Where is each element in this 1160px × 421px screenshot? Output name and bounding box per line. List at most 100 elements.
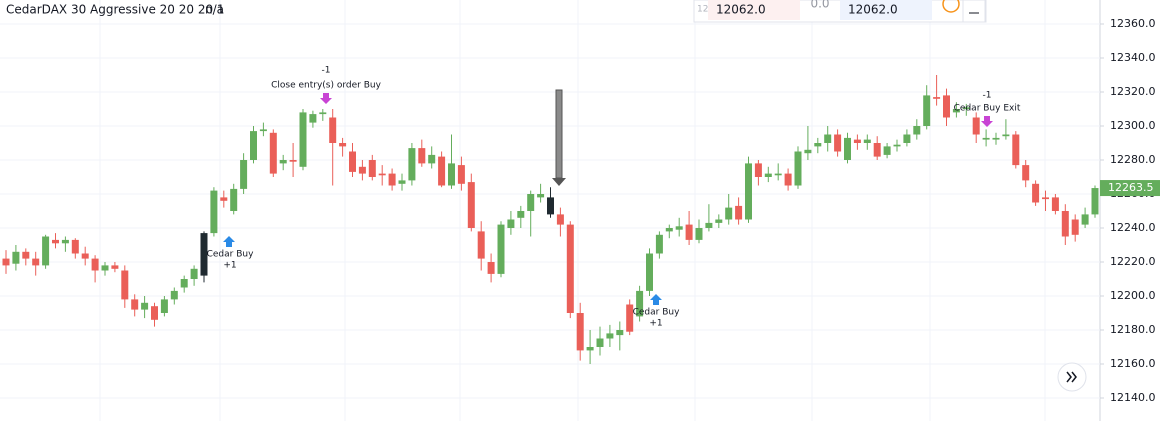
candle-body bbox=[240, 160, 248, 189]
candle-body bbox=[32, 258, 40, 266]
candle-body bbox=[903, 134, 911, 143]
candle-body bbox=[923, 95, 931, 126]
candle-body bbox=[952, 109, 960, 113]
candle-body bbox=[754, 163, 762, 177]
candle-body bbox=[487, 262, 495, 274]
candle-body bbox=[556, 214, 564, 225]
last-price-box bbox=[1100, 180, 1160, 197]
candle-body bbox=[438, 156, 446, 186]
y-tick-label: 12180.0 bbox=[1110, 323, 1156, 336]
chart-title: CedarDAX 30 Aggressive 20 20 20 1 bbox=[6, 3, 225, 17]
chart-subtitle: n/a bbox=[205, 3, 224, 17]
candle-body bbox=[665, 228, 673, 232]
candle-body bbox=[230, 188, 238, 211]
last-price-label: 12263.5 bbox=[1108, 181, 1154, 194]
candle-body bbox=[1061, 211, 1069, 237]
candle-body bbox=[933, 97, 941, 99]
candle-body bbox=[725, 207, 733, 220]
candle-body bbox=[339, 143, 347, 147]
candle-body bbox=[349, 151, 356, 172]
candle-body bbox=[764, 173, 772, 177]
buy-price[interactable]: 12062.0 bbox=[848, 3, 898, 17]
candle-body bbox=[1012, 134, 1020, 166]
candle-body bbox=[101, 265, 109, 271]
candle-body bbox=[705, 222, 713, 228]
candle-body bbox=[61, 239, 69, 244]
y-tick-label: 12280.0 bbox=[1110, 153, 1156, 166]
candle-body bbox=[735, 205, 743, 220]
candle-body bbox=[2, 258, 10, 266]
candle-body bbox=[91, 258, 99, 271]
y-tick-label: 12300.0 bbox=[1110, 119, 1156, 132]
candle-body bbox=[81, 253, 89, 259]
candle-body bbox=[448, 163, 455, 186]
candle-body bbox=[1002, 134, 1010, 137]
candle-body bbox=[151, 306, 158, 320]
candle-body bbox=[477, 231, 485, 259]
candle-body bbox=[982, 137, 990, 140]
candle-body bbox=[299, 112, 307, 167]
annotation-text: Cedar Buy bbox=[633, 308, 680, 318]
vertical-grid bbox=[99, 0, 1046, 421]
candle-body bbox=[685, 224, 693, 240]
candle-body bbox=[210, 190, 218, 234]
candle-body bbox=[715, 219, 723, 223]
scroll-icon bbox=[1066, 371, 1077, 383]
candle-body bbox=[784, 173, 792, 186]
candle-body bbox=[319, 112, 327, 115]
plot bbox=[0, 23, 1100, 399]
candle-body bbox=[962, 107, 970, 109]
candle-body bbox=[160, 299, 168, 313]
candle-body bbox=[586, 347, 594, 351]
candle-body bbox=[537, 194, 545, 198]
candle-body bbox=[1091, 188, 1099, 215]
candle-body bbox=[883, 146, 891, 155]
candle-body bbox=[279, 160, 287, 164]
candle-body bbox=[626, 304, 634, 332]
scroll-button[interactable] bbox=[1057, 362, 1087, 392]
order-panel: 12 12062.0 0.0 12062.0 bbox=[693, 0, 987, 23]
candle-body bbox=[170, 290, 178, 300]
candle-body bbox=[1042, 197, 1049, 200]
sell-box bbox=[708, 0, 800, 20]
candle-body bbox=[844, 137, 851, 160]
y-tick-label: 12240.0 bbox=[1110, 221, 1156, 234]
candle-body bbox=[972, 117, 980, 135]
candle-body bbox=[655, 234, 663, 254]
info-icon[interactable] bbox=[942, 0, 960, 13]
annotation-qty: -1 bbox=[983, 91, 992, 101]
candle-body bbox=[675, 226, 683, 230]
candle-body bbox=[834, 134, 842, 152]
candle-body bbox=[467, 182, 475, 228]
candle-body bbox=[309, 114, 317, 123]
annotation-arrow bbox=[650, 294, 662, 305]
candle-body bbox=[12, 251, 20, 264]
candle-body bbox=[71, 239, 79, 254]
collapse-button[interactable] bbox=[962, 0, 986, 23]
candle-body bbox=[121, 270, 129, 300]
candle-body bbox=[893, 144, 901, 147]
candle-body bbox=[636, 290, 644, 317]
candle-body bbox=[220, 197, 228, 201]
y-tick-label: 12140.0 bbox=[1110, 391, 1156, 404]
buy-box bbox=[840, 0, 932, 20]
candle-body bbox=[824, 134, 832, 143]
sell-price[interactable]: 12062.0 bbox=[716, 3, 766, 17]
candle-body bbox=[943, 95, 950, 118]
candle-body bbox=[774, 173, 782, 176]
candle-body bbox=[22, 251, 30, 259]
pointer-arrow-head bbox=[552, 178, 566, 186]
candle-body bbox=[418, 148, 426, 164]
candle-body bbox=[1032, 183, 1040, 203]
y-tick-label: 12160.0 bbox=[1110, 357, 1156, 370]
annotation-arrow bbox=[223, 236, 235, 247]
candle-body bbox=[745, 163, 752, 220]
candle-body bbox=[42, 236, 50, 266]
candle-body bbox=[596, 338, 604, 347]
candle-body bbox=[378, 173, 386, 176]
annotation-arrow bbox=[320, 93, 332, 104]
y-tick-label: 12340.0 bbox=[1110, 51, 1156, 64]
candle-body bbox=[1071, 219, 1079, 235]
candle-body bbox=[358, 166, 366, 174]
candle-body bbox=[190, 268, 198, 279]
